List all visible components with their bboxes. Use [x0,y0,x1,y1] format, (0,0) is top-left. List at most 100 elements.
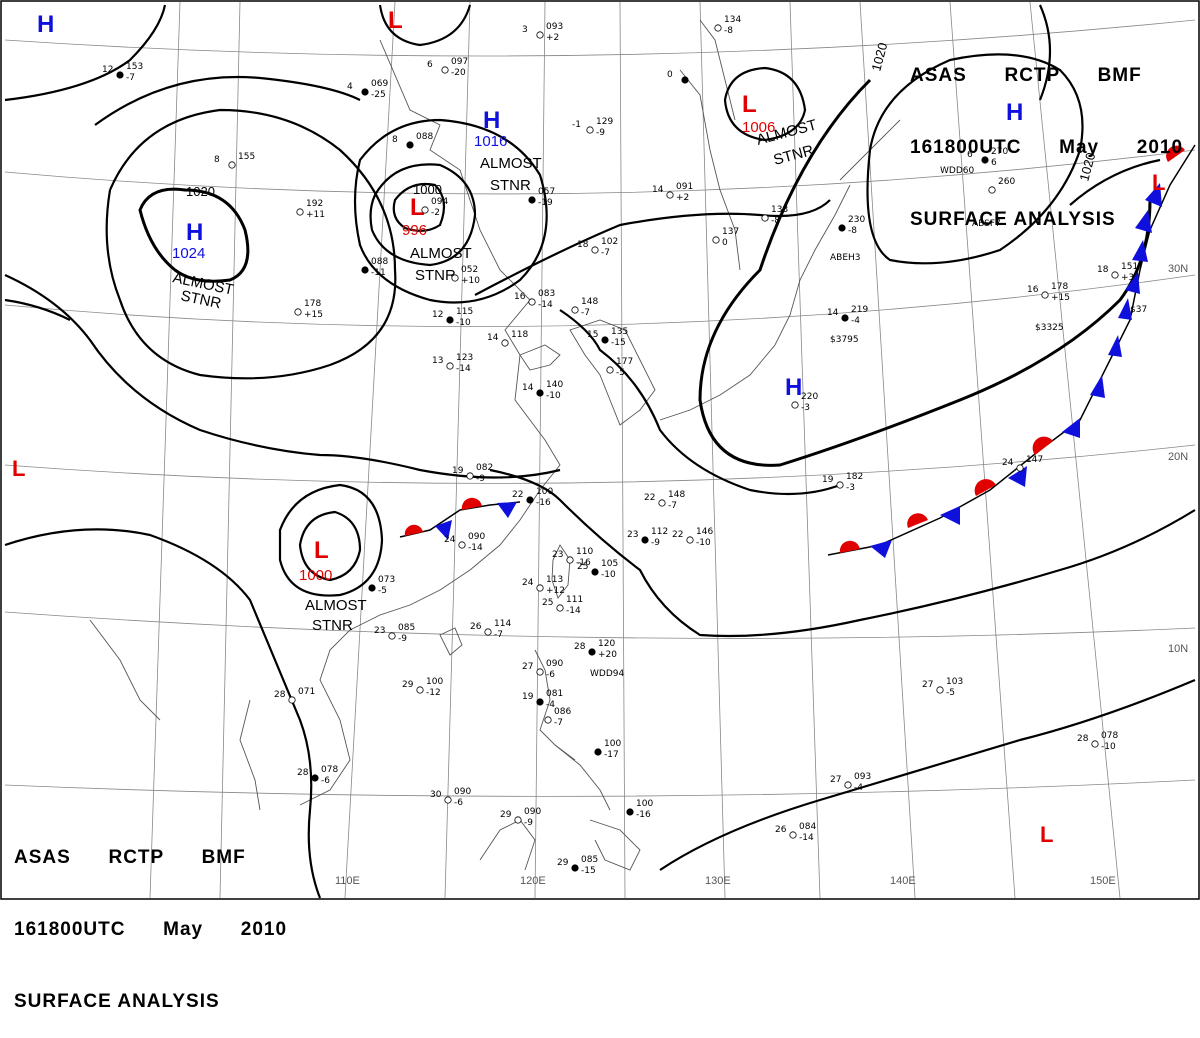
station-pressure: 084 [799,822,816,832]
station-circle [606,366,614,374]
station-plot: 24 147 [1002,455,1043,472]
ship-id: ABSF7 [972,219,1001,229]
weather-map: H 1024 H 1016 L 996 L 1006 L 1000 H H H … [0,0,1200,900]
warm-front-bump-3 [839,540,860,553]
coast-tibet-rivers [89,619,161,721]
station-circle [361,266,369,274]
station-tendency: -14 [566,606,581,616]
longitude-line-130e [699,1,726,899]
high-center-letter: H [186,219,203,246]
isobar-label: 1020 [186,184,215,199]
station-tendency: -9 [596,128,605,138]
latitude-line-35n [4,149,1196,195]
station-tendency: -16 [636,810,651,820]
station-temperature: 23 [552,550,563,560]
station-temperature: 27 [522,662,533,672]
station-pressure: 137 [722,227,739,237]
station-circle [444,796,452,804]
station-plot: 19 182-3 [822,472,863,493]
station-temperature: 30 [430,790,442,800]
station-tendency: -14 [468,543,483,553]
station-tendency: +15 [304,310,323,320]
longitude-line-110e [344,1,396,899]
station-plot: 30 090-6 [430,787,471,808]
station-temperature: 25 [577,562,588,572]
station-pressure: 078 [321,765,338,775]
coast-sakhalin [699,19,736,121]
station-circle [936,686,944,694]
station-plot: 16 178+15 [1027,282,1070,303]
longitude-line-145e [949,1,1016,899]
coast-mainland-east [349,39,561,631]
isobar-far-west [4,273,561,479]
station-tendency: +2 [546,33,559,43]
station-pressure: 220 [801,392,818,402]
station-plot: 28 078-6 [297,765,338,786]
station-pressure: 113 [546,575,563,585]
station-circle [588,648,596,656]
station-circle [441,66,449,74]
station-tendency: +2 [676,193,689,203]
coast-shandong [519,344,561,371]
pressure-centers: H 1024 H 1016 L 996 L 1006 L 1000 H H H … [12,7,1165,847]
isobar-west-high-outer2 [94,75,361,126]
motion-label-almost: ALMOST [305,597,367,614]
high-center-letter: H [785,374,802,401]
station-circle [294,308,302,316]
station-pressure: 123 [456,353,473,363]
station-plot: 100-16 [626,799,653,820]
isobar-low-996-inner [392,182,446,232]
station-pressure: 082 [476,463,493,473]
station-pressure: 069 [371,79,388,89]
ship-id: WDD60 [940,166,974,176]
station-tendency: -3 [801,403,810,413]
station-pressure: 100 [604,739,621,749]
station-circle [466,472,474,480]
station-circle [571,864,579,872]
station-pressure: 105 [601,559,618,569]
isobar-label: 1000 [413,182,442,197]
station-pressure: 260 [998,177,1015,187]
station-plot: 27 093-4 [830,772,871,793]
station-plot: 26 084-14 [775,822,816,843]
station-tendency: -7 [668,501,677,511]
station-circle [686,536,694,544]
station-plot: 25 111-14 [542,595,583,616]
station-pressure: 110 [576,547,593,557]
station-plot: 133-8 [761,205,788,226]
station-pressure: 135 [611,327,628,337]
isobar-low-1000-inner [298,510,362,582]
cold-front-tri-2 [497,502,517,518]
station-plot: 23 112-9 [627,527,668,548]
station-plot: 0 [667,70,689,84]
station-circle [844,781,852,789]
station-plot: 15 135-15 [587,327,628,348]
longitude-label: 120E [520,875,546,887]
station-pressure: 100 [426,677,443,687]
station-tendency: +15 [1051,293,1070,303]
station-pressure: 114 [494,619,511,629]
graticule-labels: 110E 120E 130E 140E 150E 30N 20N 10N [335,263,1188,887]
station-pressure: 085 [581,855,598,865]
latitude-label: 30N [1168,263,1188,275]
station-tendency: -7 [601,248,610,258]
station-pressure: 155 [238,152,255,162]
station-circle [288,696,296,704]
longitude-line-120e [534,1,546,899]
station-tendency: -7 [554,718,563,728]
station-pressure: 090 [454,787,471,797]
ship-id: $3795 [830,335,859,345]
station-pressure: 112 [651,527,668,537]
station-tendency: -10 [456,318,471,328]
motion-label-stnr: STNR [772,142,816,169]
station-temperature: 14 [522,383,534,393]
station-tendency: -16 [536,498,551,508]
station-tendency: -14 [799,833,814,843]
station-pressure: 057 [538,187,555,197]
latitude-line-0 [4,779,1196,797]
station-tendency: -19 [538,198,553,208]
station-circle [296,208,304,216]
isobar-far-nw [4,298,71,321]
station-circle [368,584,376,592]
station-tendency: -17 [604,750,619,760]
